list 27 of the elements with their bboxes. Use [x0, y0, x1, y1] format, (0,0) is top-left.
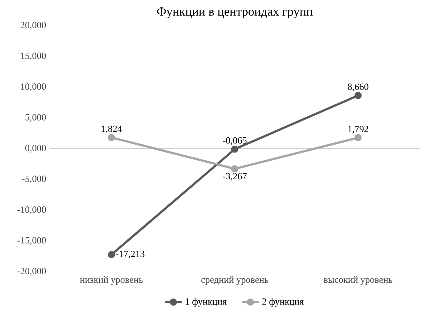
data-label: -0,065: [223, 137, 247, 146]
y-tick-label: 0,000: [26, 145, 46, 153]
data-label: -17,213: [116, 251, 145, 259]
data-label: 1,824: [102, 126, 122, 134]
point: [108, 134, 116, 142]
y-tick-label: 10,000: [21, 84, 46, 92]
y-tick-label: 20,000: [20, 22, 46, 30]
legend-label: 1 функция: [186, 298, 227, 307]
y-tick-label: -15,000: [18, 237, 46, 246]
point: [354, 92, 362, 100]
y-tick-label: -10,000: [18, 206, 46, 214]
legend-label: 2 функция: [262, 298, 304, 307]
x-tick-label: низкий уровень: [80, 276, 143, 286]
y-tick-label: 5,000: [26, 114, 46, 122]
x-tick-label: средний уровень: [202, 276, 269, 286]
data-label: 1,792: [348, 126, 368, 134]
point: [354, 134, 362, 142]
data-label: 8,660: [348, 84, 369, 92]
data-label: -3,267: [223, 173, 247, 181]
point: [231, 166, 239, 173]
point: [108, 251, 116, 258]
point: [231, 146, 239, 153]
y-tick-label: -20,000: [18, 268, 46, 276]
y-tick-label: 15,000: [21, 52, 46, 61]
chart-title: Функции в центроидах групп: [157, 8, 313, 19]
x-tick-label: высокий уровень: [324, 276, 393, 286]
y-tick-label: -5,000: [22, 176, 46, 184]
